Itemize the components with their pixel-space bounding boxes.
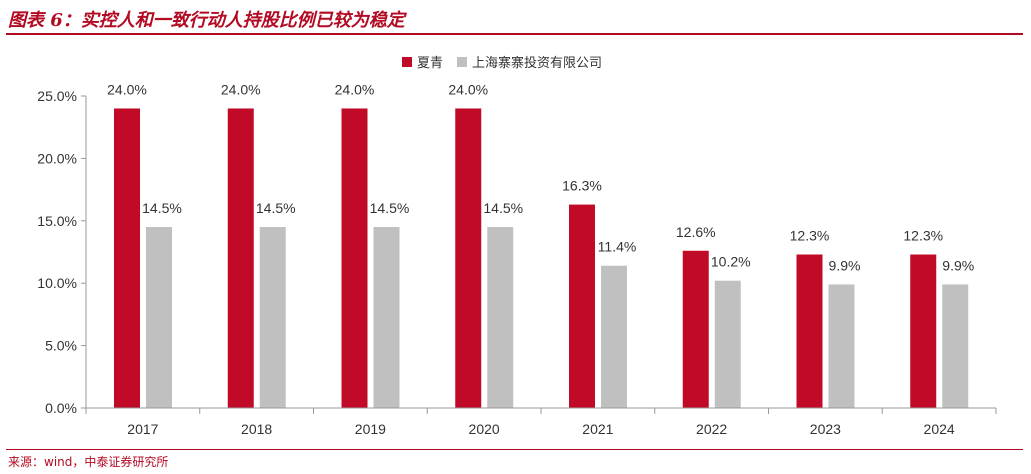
x-tick-label-2023: 2023 (810, 421, 841, 437)
chart-legend: 夏青 上海寨寨投资有限公司 (402, 55, 602, 70)
legend-swatch-1 (402, 57, 412, 67)
bar-series-2-2022 (714, 280, 741, 408)
data-labels: 24.0% 14.5% 24.0% 14.5% 24.0% 14.5% 24.0% 14.5%… (107, 81, 974, 273)
bar-series-1-2022 (682, 250, 709, 408)
bar-series-2-2019 (373, 227, 400, 408)
y-tick-label: 5.0% (45, 338, 77, 354)
data-label-series-2-2019: 14.5% (370, 200, 410, 216)
data-label-series-1-2018: 24.0% (221, 81, 261, 97)
x-tick-label-2018: 2018 (241, 421, 272, 437)
y-tick-label: 15.0% (37, 213, 77, 229)
bar-series-2-2018 (259, 227, 286, 408)
x-tick-label-2024: 2024 (924, 421, 955, 437)
y-tick-label: 10.0% (37, 275, 77, 291)
data-label-series-2-2023: 9.9% (829, 257, 861, 273)
y-tick-label: 25.0% (37, 88, 77, 104)
bar-series-1-2017 (114, 108, 140, 408)
legend-label-1: 夏青 (417, 55, 443, 70)
data-label-series-2-2021: 11.4% (598, 239, 637, 255)
bar-series-2-2020 (487, 227, 514, 408)
x-axis: 2017 2018 2019 2020 2021 2022 2023 2024 (85, 407, 997, 437)
data-label-series-1-2024: 12.3% (903, 227, 943, 243)
bar-series-1-2020 (455, 108, 482, 408)
bar-series-2-2021 (601, 265, 627, 408)
figure-source: 来源：wind，中泰证券研究所 (8, 455, 169, 469)
x-tick-label-2017: 2017 (127, 421, 158, 437)
data-label-series-1-2021: 16.3% (562, 178, 602, 194)
title-divider (6, 33, 1023, 35)
x-tick-label-2022: 2022 (696, 421, 727, 437)
legend-swatch-2 (457, 57, 467, 67)
bar-series-1-2024 (910, 254, 937, 408)
bar-series-1-2019 (341, 108, 368, 408)
x-tick-label-2020: 2020 (469, 421, 500, 437)
x-tick-label-2019: 2019 (355, 421, 386, 437)
bar-series-2-2017 (146, 227, 172, 408)
bar-series-1-2018 (227, 108, 254, 408)
data-label-series-1-2023: 12.3% (790, 227, 830, 243)
y-tick-label: 20.0% (37, 150, 77, 166)
source-divider (6, 449, 1023, 450)
bar-series-2-2024 (942, 284, 969, 408)
y-tick-label: 0.0% (45, 400, 77, 416)
legend-label-2: 上海寨寨投资有限公司 (472, 55, 602, 70)
x-tick-label-2021: 2021 (582, 421, 613, 437)
bars (114, 108, 969, 408)
data-label-series-1-2020: 24.0% (448, 81, 488, 97)
data-label-series-1-2017: 24.0% (107, 81, 147, 97)
data-label-series-2-2022: 10.2% (711, 254, 751, 270)
bar-series-1-2023 (796, 254, 823, 408)
data-label-series-1-2022: 12.6% (676, 224, 716, 240)
data-label-series-2-2017: 14.5% (142, 200, 182, 216)
y-axis: 0.0% 5.0% 10.0% 15.0% 20.0% 25.0% (37, 88, 87, 416)
data-label-series-2-2024: 9.9% (942, 257, 974, 273)
data-label-series-1-2019: 24.0% (335, 81, 375, 97)
data-label-series-2-2018: 14.5% (256, 200, 296, 216)
bar-series-2-2023 (828, 284, 855, 408)
figure-title: 图表 6：实控人和一致行动人持股比例已较为稳定 (8, 10, 405, 31)
bar-series-1-2021 (569, 204, 595, 408)
data-label-series-2-2020: 14.5% (483, 200, 523, 216)
